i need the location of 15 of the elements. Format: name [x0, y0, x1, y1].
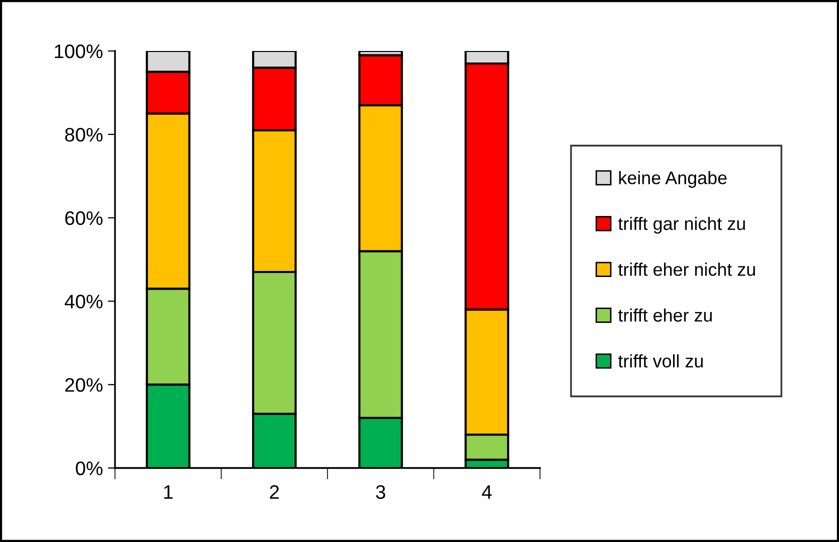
- legend-label: trifft gar nicht zu: [618, 216, 745, 234]
- legend-label: keine Angabe: [619, 171, 727, 188]
- y-tick-label: 40%: [64, 294, 103, 308]
- x-tick-label: 4: [482, 485, 492, 499]
- legend-label: trifft eher nicht zu: [618, 262, 755, 276]
- y-tick-label: 100%: [54, 44, 103, 58]
- x-tick-label: 1: [164, 485, 173, 499]
- y-tick-label: 80%: [65, 128, 103, 142]
- y-tick-label: 20%: [65, 378, 103, 392]
- x-tick-label: 3: [376, 485, 386, 499]
- y-tick-label: 60%: [65, 211, 103, 226]
- x-tick-label: 2: [270, 485, 279, 499]
- legend-label: trifft eher zu: [618, 308, 712, 322]
- y-tick-label: 0%: [76, 461, 103, 476]
- legend-label: trifft voll zu: [618, 354, 703, 368]
